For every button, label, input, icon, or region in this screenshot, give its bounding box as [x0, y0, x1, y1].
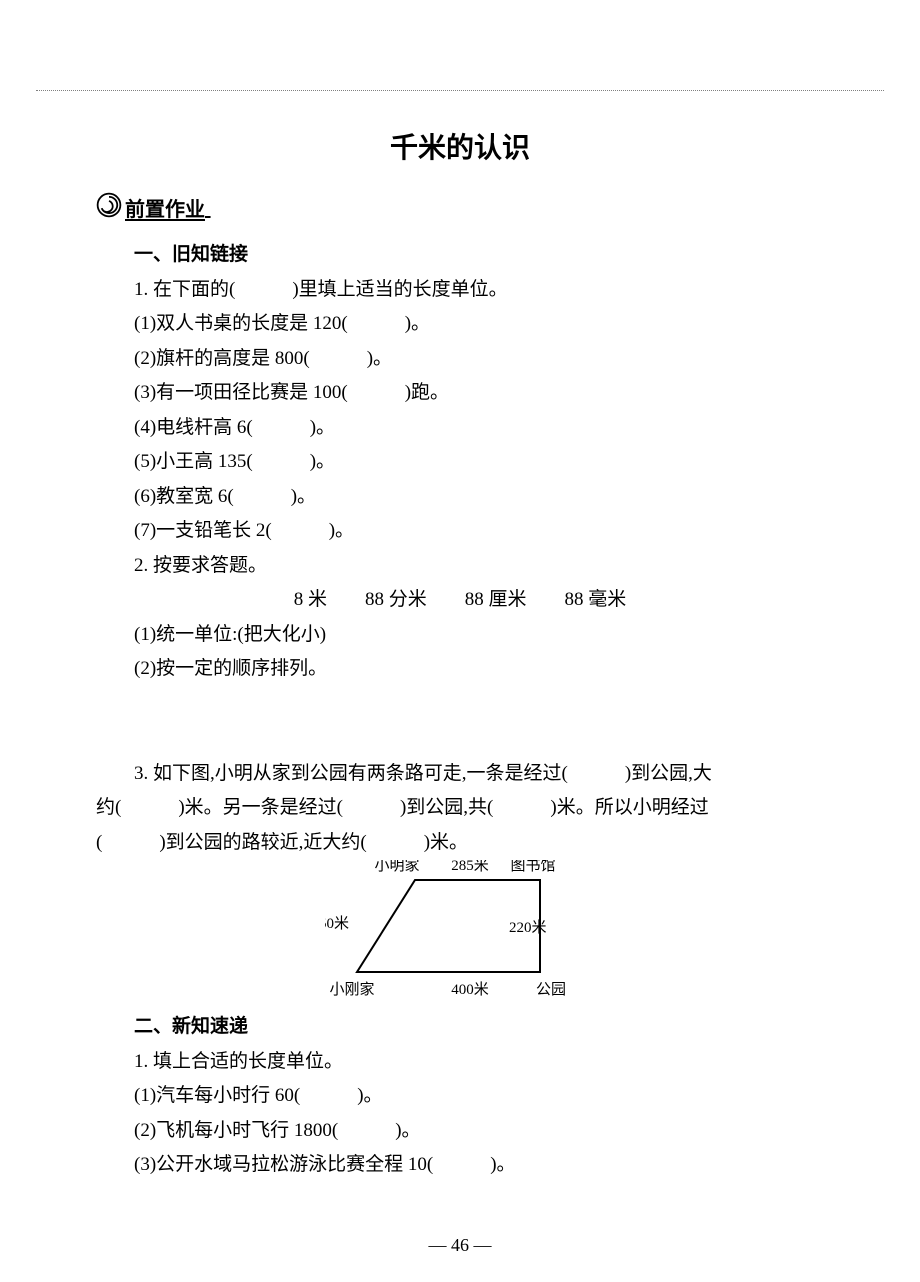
section-a-head: 一、旧知链接: [96, 238, 824, 273]
q2-sub2: (2)按一定的顺序排列。: [96, 652, 824, 687]
b-q1-item-2: (2)飞机每小时飞行 1800( )。: [96, 1114, 824, 1149]
q1-item-4: (4)电线杆高 6( )。: [96, 411, 824, 446]
node-xmj: 小明家: [374, 860, 419, 874]
b-q1-item-1: (1)汽车每小时行 60( )。: [96, 1079, 824, 1114]
edge-top: 285米: [451, 860, 489, 874]
q3-line1: 3. 如下图,小明从家到公园有两条路可走,一条是经过( )到公园,大: [96, 757, 824, 792]
node-xgj: 小刚家: [329, 981, 374, 998]
node-tsg: 图书馆: [510, 860, 555, 874]
q1-stem: 1. 在下面的( )里填上适当的长度单位。: [96, 273, 824, 308]
q1-item-1: (1)双人书桌的长度是 120( )。: [96, 307, 824, 342]
b-q1-item-3: (3)公开水域马拉松游泳比赛全程 10( )。: [96, 1148, 824, 1183]
q1-item-2: (2)旗杆的高度是 800( )。: [96, 342, 824, 377]
route-diagram: 小明家 图书馆 小刚家 公园 285米 250米 220米 400米: [310, 860, 610, 1010]
q1-item-5: (5)小王高 135( )。: [96, 445, 824, 480]
spiral-icon: [96, 192, 125, 223]
q1-item-7: (7)一支铅笔长 2( )。: [96, 514, 824, 549]
page-number: — 46 —: [0, 1235, 920, 1256]
q2-sub1: (1)统一单位:(把大化小): [96, 618, 824, 653]
q2-stem: 2. 按要求答题。: [96, 549, 824, 584]
section-badge: 前置作业: [96, 192, 211, 223]
edge-bottom: 400米: [451, 981, 489, 998]
section-b-head: 二、新知速递: [96, 1010, 824, 1045]
edge-left: 250米: [325, 915, 349, 932]
badge-text: 前置作业: [125, 193, 205, 222]
edge-right: 220米: [509, 919, 547, 936]
badge-trail: [205, 196, 211, 219]
q2-values: 8 米 88 分米 88 厘米 88 毫米: [96, 583, 824, 618]
work-space: [96, 687, 824, 757]
q1-item-3: (3)有一项田径比赛是 100( )跑。: [96, 376, 824, 411]
b-q1-stem: 1. 填上合适的长度单位。: [96, 1045, 824, 1080]
q1-item-6: (6)教室宽 6( )。: [96, 480, 824, 515]
node-gy: 公园: [536, 981, 566, 998]
page-divider: [36, 90, 884, 91]
page-title: 千米的认识: [0, 126, 920, 166]
q3-line3: ( )到公园的路较近,近大约( )米。: [96, 826, 824, 861]
q3-line2: 约( )米。另一条是经过( )到公园,共( )米。所以小明经过: [96, 791, 824, 826]
